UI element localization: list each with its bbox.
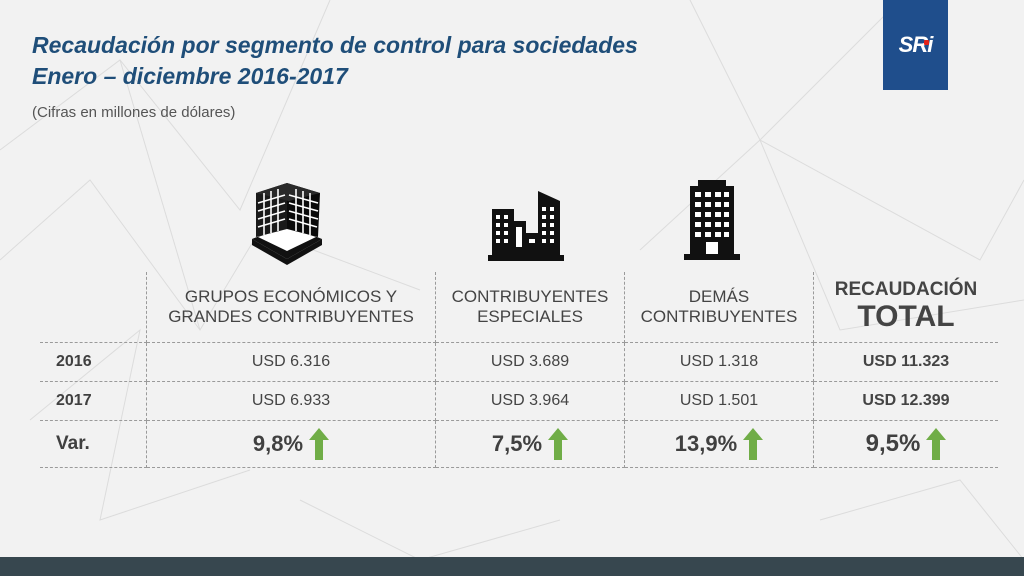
- variation-cell-demas: 13,9%: [624, 420, 814, 468]
- tall-building-icon: [684, 180, 740, 260]
- footer-bar: [0, 557, 1024, 576]
- variation-cell-especiales: 7,5%: [435, 420, 625, 468]
- cell-total: USD 11.323: [813, 342, 998, 382]
- variation-value: 7,5%: [491, 431, 543, 456]
- collection-table: GRUPOS ECONÓMICOS Y GRANDES CONTRIBUYENT…: [40, 272, 998, 468]
- sri-logo: SRi: [883, 0, 948, 90]
- logo-text: SRi: [898, 32, 934, 57]
- total-header-line-1: RECAUDACIÓN: [834, 279, 978, 300]
- title-line-2: Enero – diciembre 2016-2017: [32, 63, 348, 89]
- subtitle: (Cifras en millones de dólares): [32, 104, 236, 121]
- cell-grupos: USD 6.933: [146, 381, 436, 421]
- total-header-line-2: TOTAL: [857, 300, 955, 333]
- page-title: Recaudación por segmento de control para…: [32, 30, 638, 92]
- table-row: 2017 USD 6.933 USD 3.964 USD 1.501 USD 1…: [40, 381, 998, 421]
- col-header-grupos: GRUPOS ECONÓMICOS Y GRANDES CONTRIBUYENT…: [146, 272, 436, 343]
- row-label: 2016: [40, 342, 147, 382]
- cell-demas: USD 1.501: [624, 381, 814, 421]
- cell-demas: USD 1.318: [624, 342, 814, 382]
- up-arrow-icon: [926, 428, 947, 460]
- title-line-1: Recaudación por segmento de control para…: [32, 32, 638, 58]
- header-corner-cell: [40, 272, 147, 343]
- row-label: 2017: [40, 381, 147, 421]
- col-header-total: RECAUDACIÓN TOTAL: [813, 272, 998, 343]
- city-buildings-icon: [488, 191, 564, 261]
- cell-total: USD 12.399: [813, 381, 998, 421]
- variation-row: Var. 9,8% 7,5% 13,9% 9,5%: [40, 420, 998, 468]
- cell-grupos: USD 6.316: [146, 342, 436, 382]
- variation-value: 9,8%: [252, 431, 304, 456]
- variation-cell-grupos: 9,8%: [146, 420, 436, 468]
- up-arrow-icon: [309, 428, 330, 460]
- up-arrow-icon: [548, 428, 569, 460]
- up-arrow-icon: [743, 428, 764, 460]
- col-header-demas: DEMÁS CONTRIBUYENTES: [624, 272, 814, 343]
- cell-especiales: USD 3.689: [435, 342, 625, 382]
- row-label: Var.: [40, 420, 147, 468]
- variation-value: 9,5%: [865, 430, 921, 457]
- office-building-icon: [252, 183, 322, 265]
- table-header-row: GRUPOS ECONÓMICOS Y GRANDES CONTRIBUYENT…: [40, 272, 998, 343]
- col-header-especiales: CONTRIBUYENTES ESPECIALES: [435, 272, 625, 343]
- variation-value: 13,9%: [674, 431, 738, 456]
- logo-dot: [924, 40, 929, 45]
- table-row: 2016 USD 6.316 USD 3.689 USD 1.318 USD 1…: [40, 342, 998, 382]
- cell-especiales: USD 3.964: [435, 381, 625, 421]
- variation-cell-total: 9,5%: [813, 420, 998, 468]
